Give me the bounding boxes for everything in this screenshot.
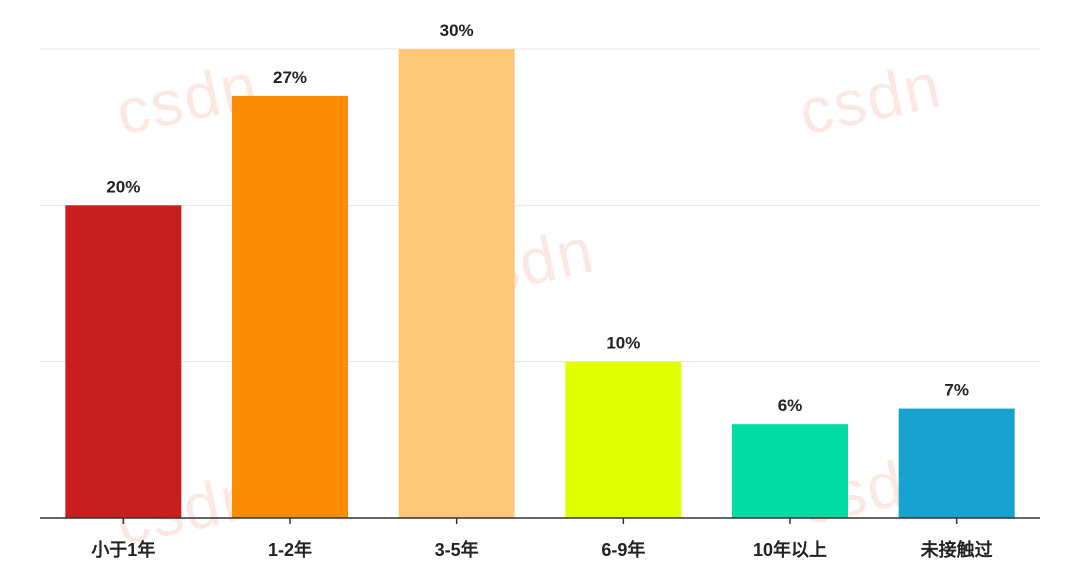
bar-1	[65, 205, 182, 519]
category-label: 6-9年	[601, 539, 645, 560]
category-label: 3-5年	[435, 539, 479, 560]
value-labels: 20% 27% 30% 10% 6% 7%	[106, 21, 969, 415]
gridlines	[40, 48, 1040, 363]
category-label: 1-2年	[268, 539, 312, 560]
category-label: 小于1年	[91, 539, 155, 560]
bar-2	[232, 95, 348, 519]
category-labels: 小于1年 1-2年 3-5年 6-9年 10年以上 未接触过	[91, 539, 992, 560]
bar-5	[732, 424, 848, 518]
value-label: 7%	[944, 381, 969, 400]
watermark-text: csdn	[793, 48, 948, 148]
bar-3	[398, 49, 515, 518]
x-axis-ticks	[122, 518, 958, 524]
category-label: 10年以上	[753, 539, 827, 560]
bars	[65, 49, 1015, 519]
bar-6	[898, 408, 1015, 518]
value-label: 6%	[778, 396, 803, 415]
value-label: 10%	[606, 334, 640, 353]
category-label: 未接触过	[921, 539, 993, 560]
value-label: 20%	[106, 177, 140, 196]
bar-4	[565, 361, 682, 518]
value-label: 30%	[440, 21, 474, 40]
value-label: 27%	[273, 68, 307, 87]
